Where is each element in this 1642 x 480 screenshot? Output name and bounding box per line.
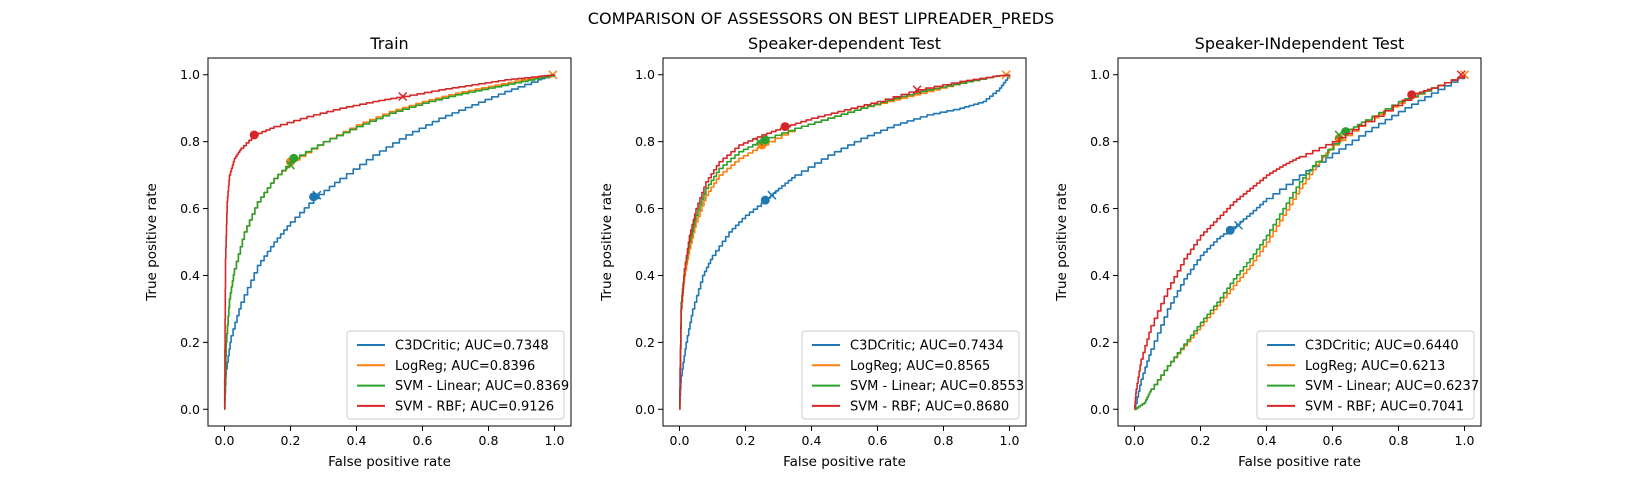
legend-box — [346, 330, 565, 420]
operating-point-cross — [285, 160, 296, 170]
roc-panel-2: Speaker-dependent Test 0.0 0.0 0.2 0.2 0.4 0.4… — [599, 34, 1027, 470]
x-tick-label: 1.0 — [1000, 433, 1020, 448]
operating-point-dot — [249, 130, 259, 140]
x-tick-label: 0.6 — [1323, 433, 1343, 448]
legend-entry: LogReg; AUC=0.8396 — [395, 359, 535, 374]
x-tick-label: 0.6 — [868, 433, 888, 448]
x-tick-label: 1.0 — [1455, 433, 1475, 448]
x-tick-label: 0.6 — [413, 433, 433, 448]
roc-curve — [224, 74, 556, 411]
roc-curve — [679, 74, 1011, 411]
operating-point-dot — [309, 192, 319, 202]
roc-panel-1: Train 0.0 0.0 0.2 0.2 0.4 0.4 0.6 0.6 0.8 0.8 1.0 1.… — [144, 34, 572, 470]
panel-title: Speaker-INdependent Test — [1195, 34, 1405, 53]
operating-point-dot — [1225, 225, 1235, 235]
x-tick-label: 0.4 — [347, 433, 367, 448]
series-group — [223, 70, 558, 411]
roc-curve — [224, 74, 556, 411]
y-tick-label: 0.0 — [635, 402, 655, 417]
legend: C3DCritic; AUC=0.7434 LogReg; AUC=0.8565 S… — [801, 330, 1024, 420]
legend: C3DCritic; AUC=0.6440 LogReg; AUC=0.6213 S… — [1256, 330, 1479, 420]
x-axis-label: False positive rate — [783, 454, 906, 470]
operating-point-dot — [289, 153, 299, 163]
operating-point-dot — [760, 195, 770, 205]
x-tick-label: 0.8 — [934, 433, 954, 448]
legend-entry: LogReg; AUC=0.8565 — [850, 359, 990, 374]
x-tick-label: 0.8 — [479, 433, 499, 448]
plot-frame — [207, 57, 572, 427]
x-axis-label: False positive rate — [1238, 454, 1361, 470]
x-tick-label: 0.4 — [1257, 433, 1277, 448]
y-tick-label: 0.8 — [180, 134, 200, 149]
y-tick-label: 0.6 — [1090, 201, 1110, 216]
plot-frame — [1117, 57, 1482, 427]
operating-point-cross — [1233, 220, 1243, 230]
roc-panels: Train 0.0 0.0 0.2 0.2 0.4 0.4 0.6 0.6 0.8 0.8 1.0 1.… — [144, 34, 1482, 470]
roc-curve — [1134, 74, 1466, 411]
y-tick-label: 0.2 — [180, 335, 200, 350]
y-tick-label: 0.4 — [180, 268, 200, 283]
y-tick-label: 0.0 — [180, 402, 200, 417]
roc-curve — [1134, 74, 1466, 411]
y-tick-label: 0.6 — [635, 201, 655, 216]
legend-entry: LogReg; AUC=0.6213 — [1305, 359, 1445, 374]
x-tick-label: 1.0 — [545, 433, 565, 448]
x-tick-label: 0.2 — [736, 433, 756, 448]
legend-box — [801, 330, 1020, 420]
y-axis-label: True positive rate — [1054, 183, 1070, 302]
operating-point-cross — [398, 91, 408, 102]
legend-entry: C3DCritic; AUC=0.7434 — [850, 339, 1004, 354]
plot-frame — [662, 57, 1027, 427]
y-tick-label: 1.0 — [635, 67, 655, 82]
y-tick-label: 0.8 — [1090, 134, 1110, 149]
legend-entry: SVM - RBF; AUC=0.7041 — [1305, 399, 1464, 414]
legend-entry: SVM - RBF; AUC=0.9126 — [395, 399, 554, 414]
roc-curve — [679, 74, 1011, 411]
legend: C3DCritic; AUC=0.7348 LogReg; AUC=0.8396 S… — [346, 330, 569, 420]
series-group — [679, 70, 1011, 411]
y-tick-label: 0.8 — [635, 134, 655, 149]
series-group — [1134, 70, 1470, 411]
operating-point-dot — [1407, 90, 1417, 100]
x-tick-label: 0.0 — [670, 433, 690, 448]
panel-title: Train — [369, 34, 408, 53]
x-tick-label: 0.0 — [215, 433, 235, 448]
y-tick-label: 0.2 — [635, 335, 655, 350]
y-tick-label: 0.6 — [180, 201, 200, 216]
y-tick-label: 0.4 — [1090, 268, 1110, 283]
figure-title: COMPARISON OF ASSESSORS ON BEST LIPREADE… — [588, 9, 1054, 29]
legend-entry: C3DCritic; AUC=0.6440 — [1305, 339, 1459, 354]
operating-point-cross — [767, 190, 777, 200]
y-tick-label: 0.2 — [1090, 335, 1110, 350]
operating-point-cross — [912, 85, 922, 95]
x-tick-label: 0.4 — [802, 433, 822, 448]
x-tick-label: 0.0 — [1125, 433, 1145, 448]
y-axis-label: True positive rate — [599, 183, 615, 302]
legend-entry: SVM - Linear; AUC=0.8369 — [395, 379, 569, 394]
roc-curve — [223, 74, 556, 411]
operating-point-dot — [780, 122, 790, 132]
x-tick-label: 0.2 — [281, 433, 301, 448]
operating-point-cross — [1456, 70, 1466, 80]
legend-entry: C3DCritic; AUC=0.7348 — [395, 339, 549, 354]
operating-point-dot — [760, 135, 770, 145]
y-tick-label: 0.0 — [1090, 402, 1110, 417]
x-axis-label: False positive rate — [328, 454, 451, 470]
panel-title: Speaker-dependent Test — [748, 34, 941, 53]
x-tick-label: 0.2 — [1191, 433, 1211, 448]
x-tick-label: 0.8 — [1389, 433, 1409, 448]
y-tick-label: 1.0 — [180, 67, 200, 82]
y-tick-label: 1.0 — [1090, 67, 1110, 82]
legend-entry: SVM - Linear; AUC=0.6237 — [1305, 379, 1479, 394]
y-axis-label: True positive rate — [144, 183, 160, 302]
operating-point-cross — [312, 190, 322, 200]
legend-box — [1256, 330, 1475, 420]
roc-panel-3: Speaker-INdependent Test 0.0 0.0 0.2 0.2 0.4 0… — [1054, 34, 1482, 470]
legend-entry: SVM - Linear; AUC=0.8553 — [850, 379, 1024, 394]
y-tick-label: 0.4 — [635, 268, 655, 283]
roc-curve — [1134, 74, 1466, 411]
legend-entry: SVM - RBF; AUC=0.8680 — [850, 399, 1009, 414]
